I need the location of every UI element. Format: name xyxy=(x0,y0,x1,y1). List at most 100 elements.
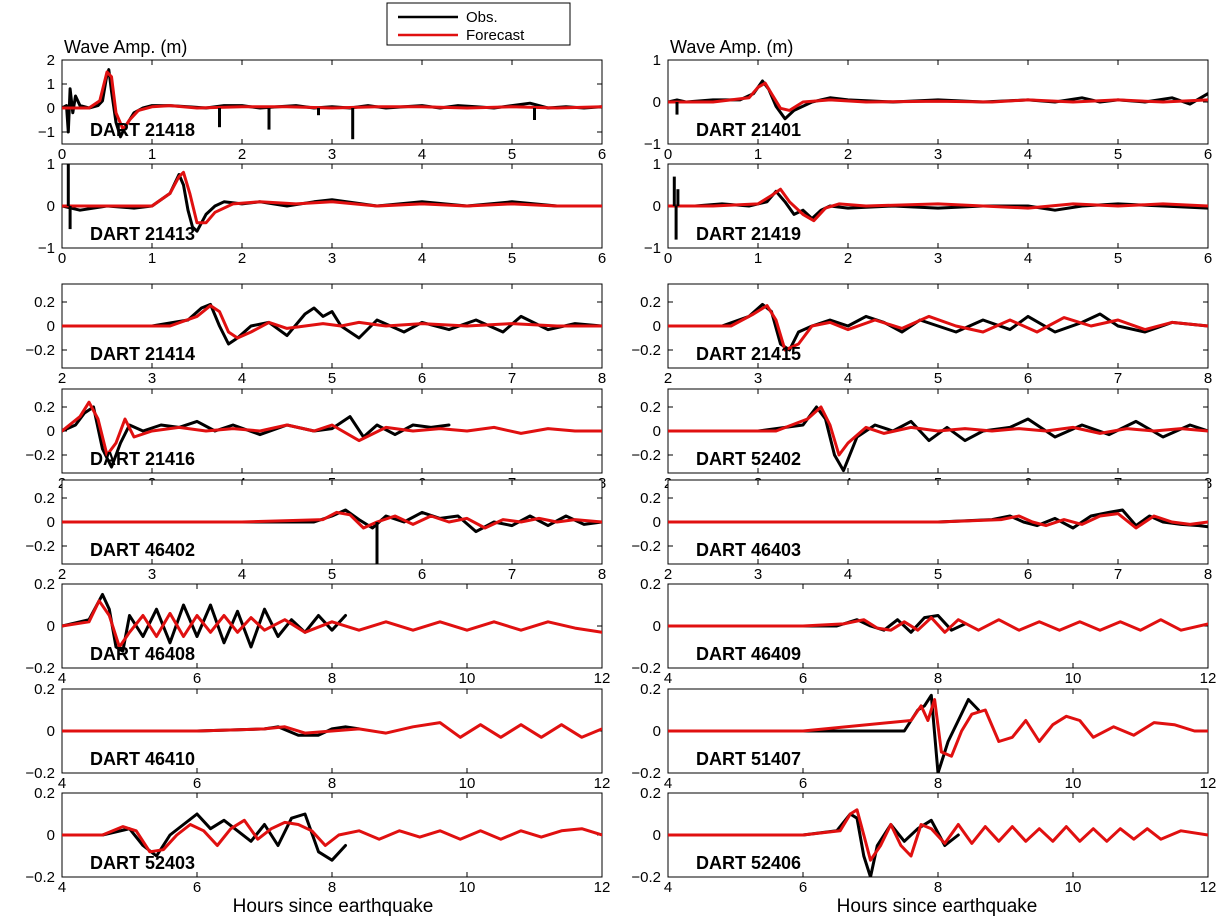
station-label: DART 52403 xyxy=(90,853,195,873)
x-tick-label: 3 xyxy=(754,370,762,387)
station-label: DART 46402 xyxy=(90,540,195,560)
y-tick-label: 0.2 xyxy=(640,399,661,416)
x-tick-label: 6 xyxy=(193,775,201,792)
series-observed-line xyxy=(62,812,347,862)
x-tick-label: 1 xyxy=(754,146,762,163)
y-tick-label: −0.2 xyxy=(25,765,55,782)
x-tick-label: 5 xyxy=(328,566,336,583)
x-tick-label: 6 xyxy=(193,879,201,896)
y-tick-label: −0.2 xyxy=(25,447,55,464)
x-tick-label: 4 xyxy=(664,879,672,896)
x-tick-label: 2 xyxy=(844,250,852,267)
x-tick-label: 4 xyxy=(1024,250,1032,267)
series-forecast-line xyxy=(668,616,1208,634)
y-tick-label: 0.2 xyxy=(640,681,661,698)
x-tick-label: 4 xyxy=(1024,146,1032,163)
y-tick-label: 1 xyxy=(653,156,661,173)
y-tick-label: 0 xyxy=(653,198,661,215)
x-tick-label: 7 xyxy=(508,566,516,583)
y-tick-label: 2 xyxy=(47,52,55,69)
x-tick-label: 3 xyxy=(328,146,336,163)
x-tick-label: 6 xyxy=(799,879,807,896)
station-label: DART 46410 xyxy=(90,749,195,769)
y-tick-label: −0.2 xyxy=(631,342,661,359)
x-tick-label: 5 xyxy=(328,370,336,387)
x-tick-label: 6 xyxy=(1204,250,1212,267)
series-forecast-line xyxy=(668,81,1208,112)
legend: Obs. Forecast xyxy=(386,2,571,46)
x-tick-label: 6 xyxy=(598,250,606,267)
y-tick-label: 0 xyxy=(47,618,55,635)
x-tick-label: 1 xyxy=(148,250,156,267)
x-tick-label: 6 xyxy=(598,146,606,163)
x-tick-label: 8 xyxy=(328,670,336,687)
x-tick-label: 4 xyxy=(58,879,66,896)
y-tick-label: 0 xyxy=(47,318,55,335)
x-tick-label: 4 xyxy=(664,670,672,687)
series-forecast-line xyxy=(668,698,1208,758)
x-tick-label: 3 xyxy=(328,250,336,267)
series-forecast-line xyxy=(668,512,1208,530)
x-axis-title-right: Hours since earthquake xyxy=(837,896,1038,917)
x-tick-label: 3 xyxy=(148,566,156,583)
series-forecast-line xyxy=(668,304,1208,352)
y-tick-label: −0.2 xyxy=(631,765,661,782)
y-axis-title-right: Wave Amp. (m) xyxy=(670,37,793,57)
y-tick-label: −0.2 xyxy=(25,538,55,555)
x-tick-label: 4 xyxy=(418,146,426,163)
panel-dart-46409: 4 6 8 10 12 0.2 0 −0.2 DART 46409 xyxy=(631,576,1216,687)
y-tick-label: −0.2 xyxy=(631,447,661,464)
series-forecast-line xyxy=(62,70,602,132)
x-tick-label: 7 xyxy=(1114,566,1122,583)
station-label: DART 21413 xyxy=(90,224,195,244)
y-tick-label: 0 xyxy=(653,827,661,844)
x-tick-label: 10 xyxy=(459,879,476,896)
x-tick-label: 4 xyxy=(238,566,246,583)
x-tick-label: 12 xyxy=(1200,775,1217,792)
x-tick-label: 6 xyxy=(1204,146,1212,163)
x-tick-label: 8 xyxy=(934,670,942,687)
x-tick-label: 8 xyxy=(1204,370,1212,387)
y-tick-label: 0.2 xyxy=(34,490,55,507)
y-tick-label: 0 xyxy=(653,514,661,531)
x-tick-label: 6 xyxy=(418,370,426,387)
series-forecast-line xyxy=(62,510,602,530)
y-tick-label: −0.2 xyxy=(631,869,661,886)
station-label: DART 21401 xyxy=(696,120,801,140)
x-tick-label: 4 xyxy=(238,370,246,387)
x-tick-label: 3 xyxy=(754,566,762,583)
x-tick-label: 3 xyxy=(148,370,156,387)
x-tick-label: 8 xyxy=(328,879,336,896)
x-tick-label: 6 xyxy=(799,775,807,792)
y-tick-label: 0.2 xyxy=(34,399,55,416)
series-forecast-line xyxy=(62,599,602,649)
x-tick-label: 12 xyxy=(594,879,611,896)
series-forecast-line xyxy=(668,808,1208,862)
station-label: DART 21415 xyxy=(696,344,801,364)
station-label: DART 52406 xyxy=(696,853,801,873)
y-tick-label: 0 xyxy=(47,514,55,531)
x-tick-label: 2 xyxy=(58,370,66,387)
x-tick-label: 0 xyxy=(664,146,672,163)
y-axis-title-left: Wave Amp. (m) xyxy=(64,37,187,57)
panel-dart-21414: 2 3 4 5 6 7 8 0.2 0 −0.2 DART 21414 xyxy=(25,283,606,387)
station-label: DART 21414 xyxy=(90,344,195,364)
y-tick-label: 0.2 xyxy=(34,294,55,311)
y-tick-label: 1 xyxy=(47,76,55,93)
series-forecast-line xyxy=(668,405,1208,457)
y-tick-label: −1 xyxy=(644,240,661,257)
x-tick-label: 12 xyxy=(594,670,611,687)
x-tick-label: 12 xyxy=(1200,670,1217,687)
y-tick-label: −0.2 xyxy=(25,342,55,359)
y-tick-label: 0.2 xyxy=(640,576,661,593)
series-forecast-line xyxy=(668,187,1208,223)
x-tick-label: 2 xyxy=(238,146,246,163)
x-tick-label: 8 xyxy=(934,879,942,896)
legend-box xyxy=(386,2,571,46)
x-tick-label: 2 xyxy=(238,250,246,267)
panel-dart-52403: 4 6 8 10 12 0.2 0 −0.2 DART 52403 xyxy=(25,785,610,896)
